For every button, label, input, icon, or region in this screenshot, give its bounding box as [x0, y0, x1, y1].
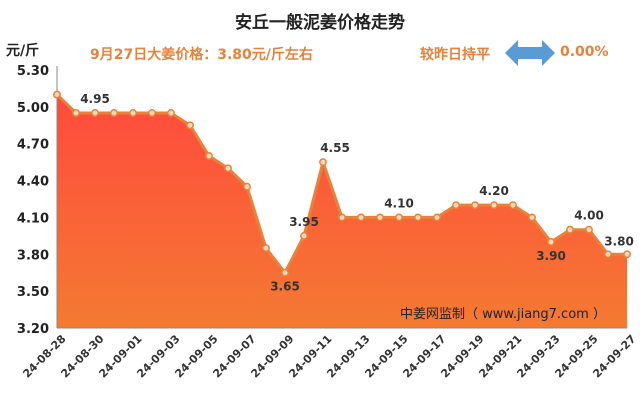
- data-point: [205, 152, 213, 160]
- data-point: [110, 109, 118, 117]
- data-point: [53, 90, 61, 99]
- price-area: [57, 94, 627, 328]
- data-point: [72, 109, 80, 117]
- data-point: [357, 213, 365, 222]
- y-tick-label: 3.20: [17, 322, 49, 337]
- data-label: 4.00: [574, 209, 604, 223]
- y-tick-label: 4.40: [17, 175, 49, 190]
- data-label: 4.55: [320, 141, 350, 155]
- watermark: 中姜网监制（ www.jiang7.com ）: [400, 307, 606, 322]
- price-note: 9月27日大姜价格：3.80元/斤左右: [90, 47, 313, 63]
- data-point: [300, 231, 308, 240]
- data-point: [452, 201, 460, 210]
- data-point: [509, 201, 517, 210]
- data-point: [528, 213, 536, 222]
- data-point: [414, 213, 422, 222]
- data-label: 4.95: [80, 92, 110, 106]
- y-tick-label: 3.80: [17, 248, 49, 263]
- data-label: 3.95: [289, 215, 319, 229]
- data-point: [490, 201, 498, 210]
- data-point: [243, 182, 251, 191]
- y-tick-label: 5.00: [17, 101, 49, 116]
- y-tick-label: 4.70: [17, 138, 49, 153]
- data-point: [148, 109, 156, 117]
- data-point: [262, 244, 270, 253]
- data-point: [547, 238, 555, 246]
- data-point: [91, 109, 99, 117]
- data-point: [623, 250, 631, 259]
- data-label: 3.65: [270, 280, 300, 294]
- data-label: 3.80: [604, 234, 634, 248]
- data-point: [376, 213, 384, 222]
- data-point: [319, 158, 327, 167]
- chart-title: 安丘一般泥姜价格走势: [235, 13, 405, 33]
- data-point: [566, 225, 574, 234]
- y-tick-label: 5.30: [17, 64, 49, 79]
- data-label: 4.10: [384, 196, 414, 210]
- data-point: [395, 213, 403, 222]
- change-value: 0.00%: [560, 44, 609, 60]
- data-label: 4.20: [479, 184, 509, 198]
- data-point: [281, 268, 289, 277]
- data-point: [338, 213, 346, 222]
- data-point: [471, 201, 479, 210]
- data-point: [585, 225, 593, 234]
- data-point: [167, 109, 175, 117]
- change-label: 较昨日持平: [420, 47, 490, 63]
- double-arrow-icon: [505, 40, 555, 66]
- data-label: 3.90: [536, 249, 566, 263]
- data-point: [604, 250, 612, 259]
- y-tick-label: 4.10: [17, 211, 49, 226]
- y-tick-label: 3.50: [17, 285, 49, 300]
- data-point: [433, 213, 441, 222]
- data-point: [186, 121, 194, 130]
- data-point: [224, 164, 232, 173]
- y-axis-unit-label: 元/斤: [6, 43, 40, 59]
- data-point: [129, 109, 137, 117]
